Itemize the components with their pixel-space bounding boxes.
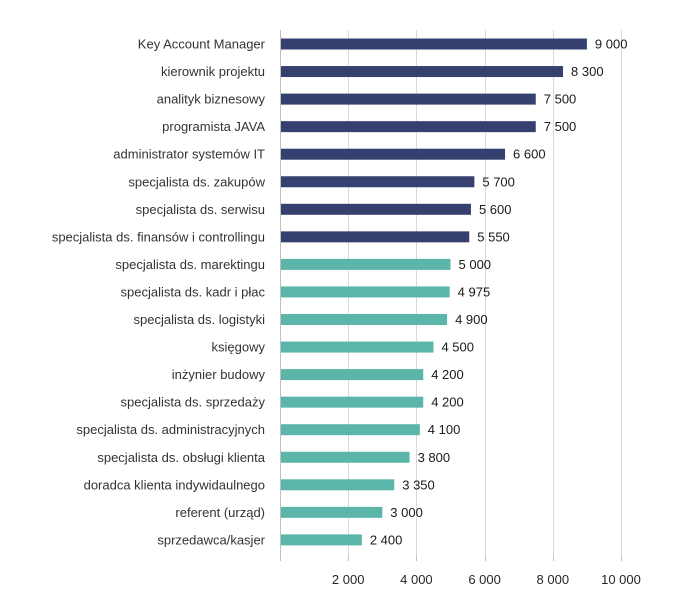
bar (281, 286, 450, 298)
x-tick-label: 10 000 (601, 572, 641, 587)
x-tick-label: 2 000 (332, 572, 365, 587)
data-label: 4 200 (431, 367, 464, 382)
category-label: księgowy (212, 340, 266, 355)
bar (281, 506, 383, 518)
bar (281, 203, 471, 215)
data-label: 5 550 (477, 229, 510, 244)
data-label: 3 800 (418, 450, 451, 465)
bar (281, 341, 434, 353)
bar (281, 148, 506, 160)
bar (281, 93, 536, 105)
x-tick-label: 4 000 (400, 572, 433, 587)
bar (281, 451, 410, 463)
bar (281, 38, 587, 50)
bar (281, 258, 451, 270)
data-label: 4 100 (428, 422, 461, 437)
bar (281, 396, 424, 408)
category-label: specjalista ds. serwisu (136, 202, 265, 217)
bar (281, 314, 448, 325)
category-label: specjalista ds. obsługi klienta (97, 450, 265, 465)
category-label: specjalista ds. zakupów (128, 174, 265, 189)
category-label: sprzedawca/kasjer (157, 532, 265, 547)
bar (281, 176, 475, 188)
category-label: doradca klienta indywidaulnego (84, 477, 265, 492)
data-label: 5 000 (459, 257, 492, 272)
x-tick-label: 8 000 (537, 572, 570, 587)
bar (281, 479, 395, 491)
data-label: 3 000 (390, 505, 423, 520)
category-label: specjalista ds. finansów i controllingu (52, 229, 265, 244)
category-label: inżynier budowy (172, 367, 266, 382)
category-label: specjalista ds. marektingu (115, 257, 265, 272)
bar (281, 424, 420, 436)
data-label: 9 000 (595, 37, 628, 52)
bar (281, 121, 536, 133)
data-label: 5 600 (479, 202, 512, 217)
data-label: 6 600 (513, 147, 546, 162)
data-label: 4 200 (431, 395, 464, 410)
category-label: specjalista ds. kadr i płac (120, 284, 265, 299)
category-label: specjalista ds. logistyki (134, 312, 266, 327)
bar (281, 369, 424, 381)
category-label: specjalista ds. sprzedaży (120, 395, 265, 410)
category-label: kierownik projektu (161, 64, 265, 79)
bar (281, 534, 362, 546)
data-label: 7 500 (544, 92, 577, 107)
data-label: 2 400 (370, 532, 403, 547)
data-label: 7 500 (544, 119, 577, 134)
category-label: Key Account Manager (138, 37, 266, 52)
data-label: 4 900 (455, 312, 488, 327)
category-label: referent (urząd) (175, 505, 265, 520)
category-label: analityk biznesowy (157, 92, 266, 107)
data-label: 4 975 (458, 284, 491, 299)
bar (281, 66, 564, 78)
data-label: 3 350 (402, 477, 435, 492)
category-label: programista JAVA (162, 119, 265, 134)
category-label: specjalista ds. administracyjnych (76, 422, 265, 437)
category-label: administrator systemów IT (113, 147, 265, 162)
data-label: 4 500 (441, 340, 474, 355)
data-label: 5 700 (482, 174, 515, 189)
x-tick-label: 6 000 (468, 572, 501, 587)
data-label: 8 300 (571, 64, 604, 79)
bar (281, 231, 470, 243)
